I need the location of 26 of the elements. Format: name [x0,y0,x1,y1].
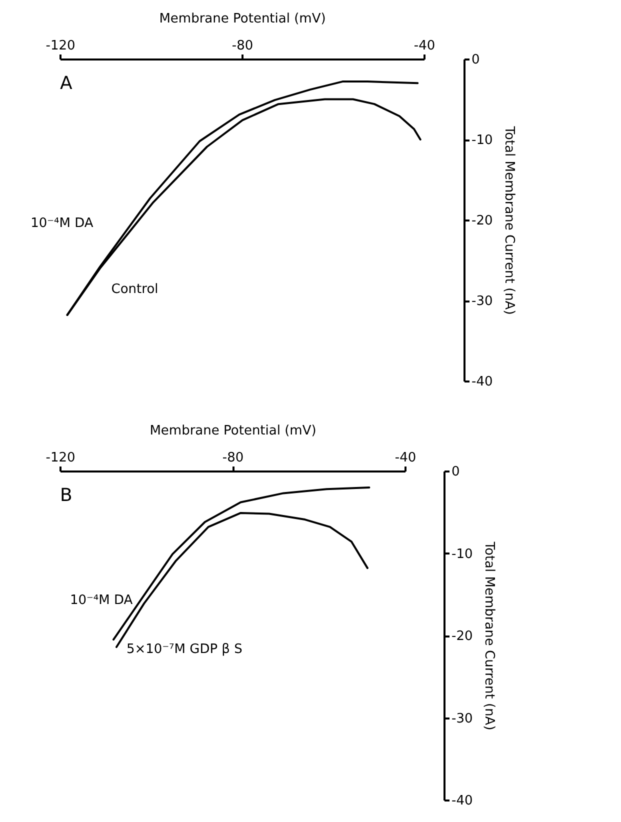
y-tick-label: -40 [472,374,493,390]
y-tick-label: -30 [472,294,493,309]
x-axis-title: Membrane Potential (mV) [150,424,316,438]
y-axis-title: Total Membrane Current (nA) [482,540,497,730]
x-tick-label: -80 [232,38,254,54]
x-tick-label: -40 [414,38,436,54]
y-tick-label: -20 [452,629,473,644]
y-axis-title: Total Membrane Current (nA) [502,125,517,315]
y-tick-label: 0 [452,464,460,480]
y-tick-label: -10 [472,133,493,148]
y-tick-label: 0 [472,52,480,68]
x-tick-label: -80 [222,450,244,466]
text: 10⁻⁴M DA [30,216,94,231]
x-tick-label: -120 [46,38,76,54]
y-tick-label: -20 [472,214,493,228]
series-label: 10⁻⁴M DA [70,593,133,608]
y-tick-label: -40 [452,794,473,808]
annotation: B [60,485,72,506]
x-tick-label: -40 [394,450,416,466]
series-label: 5×10⁻⁷M GDP β S [126,642,242,658]
y-tick-label: -10 [452,546,473,562]
x-tick-label: -120 [46,450,76,466]
y-tick-label: -30 [452,711,473,726]
x-axis-title: Membrane Potential (mV) [159,12,326,26]
annotation: A [60,73,73,94]
series-label: Control [111,282,158,297]
